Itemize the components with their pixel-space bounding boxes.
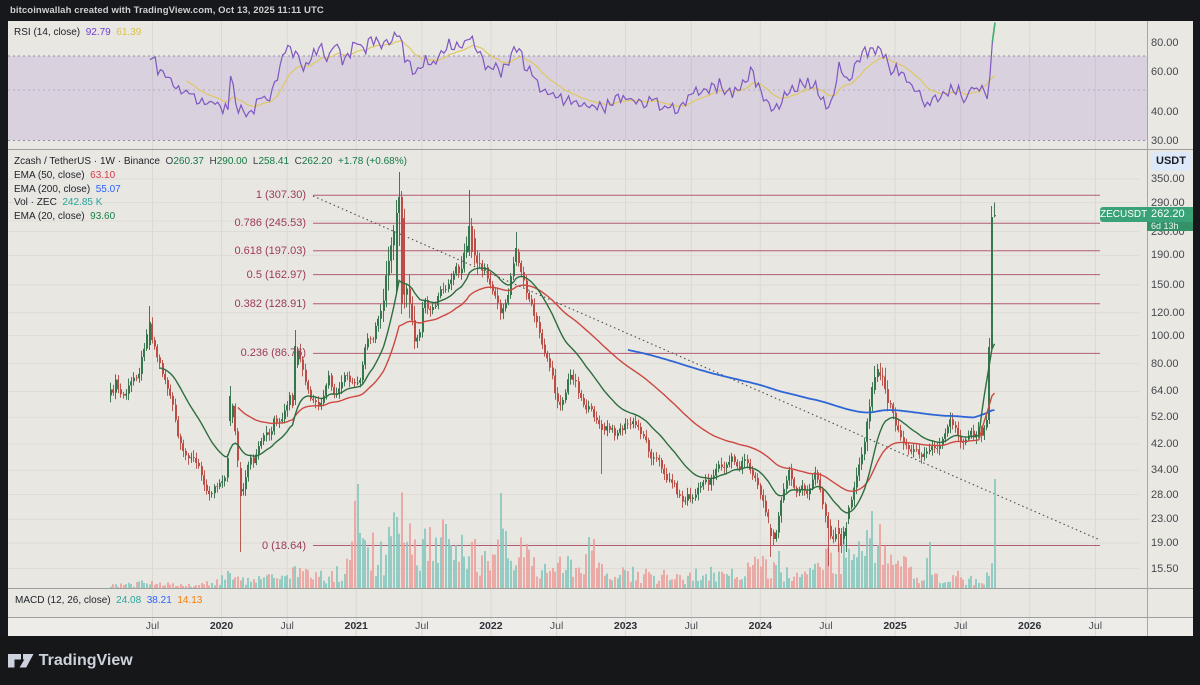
- svg-text:TradingView: TradingView: [39, 652, 134, 669]
